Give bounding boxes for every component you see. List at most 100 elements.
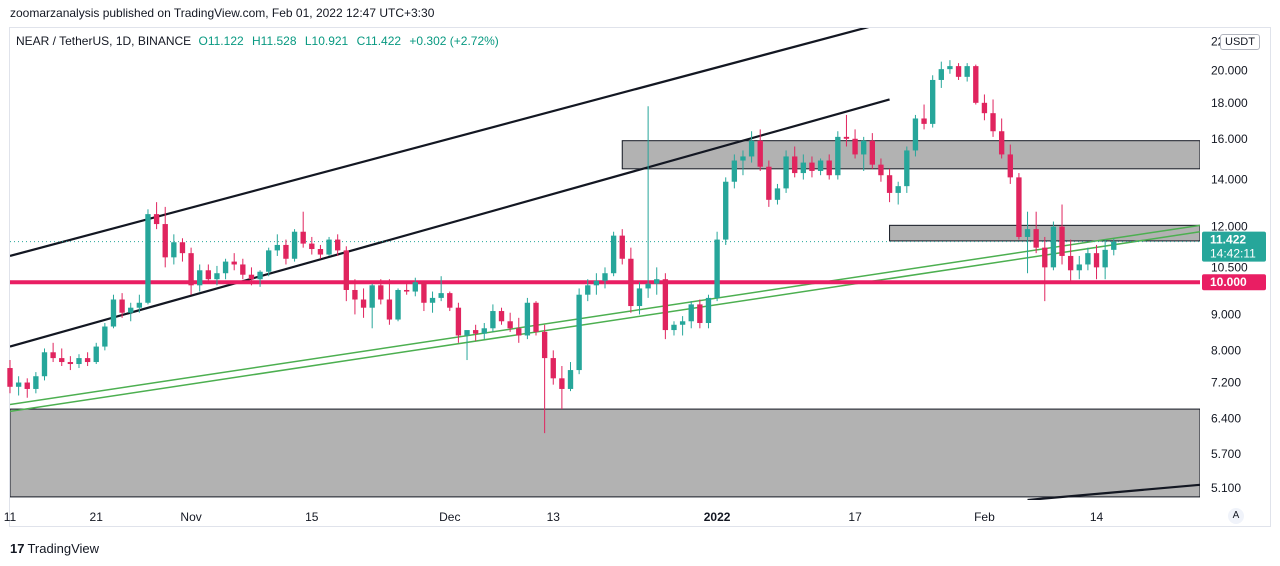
candle: [412, 277, 418, 297]
candle: [326, 236, 332, 256]
candle: [455, 302, 462, 343]
candle-body: [50, 352, 56, 359]
candle-body: [128, 307, 134, 313]
candle-body: [774, 188, 781, 200]
candle: [809, 156, 815, 178]
candle-body: [309, 243, 315, 250]
candle: [309, 236, 315, 255]
candle-body: [636, 288, 643, 307]
candle: [93, 342, 99, 365]
candle: [748, 131, 755, 163]
candle-body: [41, 352, 48, 377]
candle: [947, 60, 953, 74]
candle: [145, 209, 151, 305]
candle: [222, 258, 229, 280]
price-tag: 10.000: [1202, 274, 1266, 291]
candle-body: [792, 156, 798, 174]
candle-body: [335, 239, 341, 251]
x-tick-label: 14: [1090, 510, 1104, 524]
candle-body: [964, 66, 970, 77]
candle: [110, 294, 117, 329]
candle: [559, 366, 565, 410]
candle: [447, 291, 453, 312]
candle: [15, 376, 22, 396]
candle-body: [628, 258, 634, 307]
candle: [386, 279, 393, 325]
candle: [602, 267, 608, 289]
candle: [300, 211, 306, 248]
candle-body: [886, 175, 893, 193]
candle-body: [360, 299, 367, 308]
candle-body: [809, 162, 815, 171]
candle-body: [654, 279, 660, 284]
candle-body: [257, 271, 263, 280]
candle-body: [619, 235, 625, 259]
candle-body: [1007, 154, 1013, 178]
candle-body: [33, 376, 39, 389]
candle: [498, 307, 505, 325]
candle: [1076, 255, 1082, 280]
candle-body: [464, 330, 470, 336]
candle: [1024, 211, 1031, 274]
price-tag-bg: [1202, 231, 1266, 262]
candle: [973, 64, 979, 105]
candle-body: [93, 346, 99, 363]
candle: [1059, 204, 1065, 265]
x-tick-label: 11: [4, 510, 17, 524]
candle: [438, 276, 444, 302]
candle-body: [136, 302, 143, 308]
candle-body: [723, 181, 729, 240]
candle-body: [274, 244, 280, 251]
candle-body: [559, 378, 565, 389]
candle-body: [7, 368, 13, 387]
candle-body: [283, 244, 289, 259]
candle-body: [835, 136, 841, 176]
candle: [50, 342, 56, 363]
price-tag-label: 11.422: [1210, 233, 1246, 247]
candle-body: [507, 321, 513, 329]
auto-scale-button[interactable]: A: [1228, 508, 1244, 524]
y-tick-label: 5.100: [1211, 481, 1241, 495]
green-trend-2: [10, 230, 1200, 413]
candle: [576, 288, 582, 375]
candle-body: [662, 279, 669, 331]
candle-body: [110, 299, 117, 327]
candle-body: [1050, 226, 1057, 268]
candle: [1016, 173, 1022, 240]
candle-body: [317, 249, 324, 255]
y-tick-label: 16.000: [1211, 132, 1248, 146]
candle-body: [938, 69, 944, 80]
y-tick-label: 18.000: [1211, 96, 1248, 110]
candle-body: [386, 299, 393, 320]
candle: [714, 231, 720, 302]
candle: [403, 282, 410, 295]
candle-body: [567, 370, 574, 389]
published-by-header: zoomarzanalysis published on TradingView…: [10, 6, 435, 20]
candle: [395, 288, 401, 322]
y-tick-label: 6.400: [1211, 411, 1241, 425]
symbol-legend[interactable]: NEAR / TetherUS, 1D, BINANCE O11.122 H11…: [16, 34, 504, 48]
candle-body: [990, 113, 996, 132]
candle-body: [1042, 247, 1048, 268]
candle: [783, 150, 789, 193]
candle: [533, 301, 539, 336]
candle-body: [852, 138, 858, 155]
green-trend-1: [10, 224, 1200, 406]
candle: [541, 324, 548, 434]
candle: [472, 324, 479, 341]
candle: [585, 279, 591, 302]
currency-button[interactable]: USDT: [1220, 34, 1260, 50]
candle-body: [878, 164, 884, 176]
candle: [421, 280, 427, 312]
candle-body: [412, 282, 418, 292]
tradingview-footer[interactable]: 17 TradingView: [10, 541, 99, 556]
candle: [1093, 244, 1100, 280]
candle: [610, 231, 617, 277]
x-tick-label: Nov: [180, 510, 201, 524]
candle-body: [714, 239, 720, 298]
legend-symbol: NEAR / TetherUS, 1D, BINANCE: [16, 34, 192, 48]
candle: [852, 129, 858, 159]
candle: [84, 352, 91, 367]
